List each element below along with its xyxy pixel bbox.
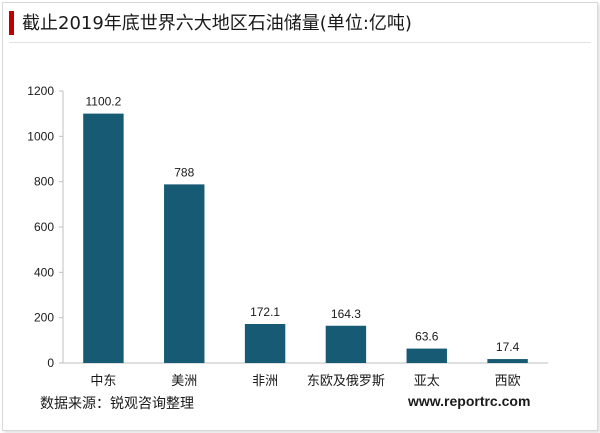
x-tick-label: 东欧及俄罗斯 — [307, 374, 385, 389]
y-tick-label: 0 — [47, 356, 54, 370]
x-tick-label: 中东 — [90, 374, 116, 389]
bar — [83, 113, 124, 363]
x-tick-label: 美洲 — [171, 374, 197, 389]
bar-data-label: 164.3 — [331, 307, 361, 321]
bar-data-label: 17.4 — [496, 340, 520, 354]
bar-data-label: 1100.2 — [86, 95, 122, 109]
x-tick-label: 亚太 — [414, 374, 440, 389]
bar-data-label: 63.6 — [415, 330, 439, 344]
website-url: www.reportrc.com — [408, 393, 531, 409]
title-accent-bar — [9, 11, 14, 35]
title-divider — [9, 42, 591, 43]
y-tick-label: 600 — [34, 220, 54, 234]
y-tick-label: 1000 — [27, 129, 54, 143]
y-tick-label: 200 — [34, 311, 54, 325]
x-tick-label: 西欧 — [495, 374, 521, 389]
x-tick-label: 非洲 — [252, 374, 278, 389]
bar — [164, 184, 205, 363]
bar-data-label: 172.1 — [250, 305, 280, 319]
source-note: 数据来源：锐观咨询整理 — [40, 396, 194, 412]
bar — [244, 323, 286, 363]
bar — [487, 359, 528, 363]
bar — [406, 348, 447, 363]
chart-title: 截止2019年底世界六大地区石油储量(单位:亿吨) — [22, 13, 412, 34]
y-tick-label: 800 — [34, 175, 54, 189]
bar — [325, 325, 367, 363]
y-tick-label: 400 — [34, 265, 54, 279]
bar-data-label: 788 — [174, 165, 194, 179]
y-tick-label: 1200 — [27, 84, 54, 98]
